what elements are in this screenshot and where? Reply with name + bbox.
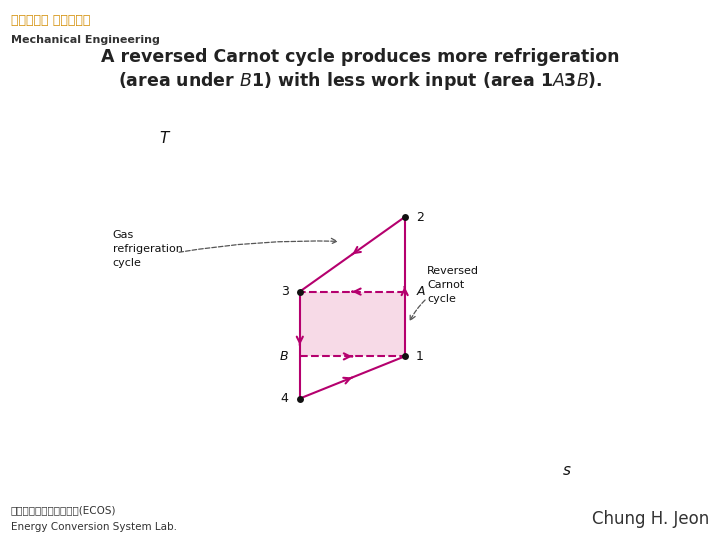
Text: 에너지변환시스템연구실(ECOS): 에너지변환시스템연구실(ECOS) bbox=[11, 505, 117, 515]
Text: 4: 4 bbox=[281, 392, 289, 405]
Text: 3: 3 bbox=[281, 285, 289, 298]
Text: $s$: $s$ bbox=[562, 463, 572, 478]
Text: Energy Conversion System Lab.: Energy Conversion System Lab. bbox=[11, 522, 177, 531]
Polygon shape bbox=[300, 292, 405, 356]
Text: 2: 2 bbox=[416, 211, 424, 224]
Text: Reversed
Carnot
cycle: Reversed Carnot cycle bbox=[427, 266, 479, 304]
Text: 부산대학교 기계공학부: 부산대학교 기계공학부 bbox=[11, 14, 90, 26]
Text: Chung H. Jeon: Chung H. Jeon bbox=[592, 510, 709, 529]
Text: A reversed Carnot cycle produces more refrigeration: A reversed Carnot cycle produces more re… bbox=[101, 48, 619, 66]
Text: Gas
refrigeration
cycle: Gas refrigeration cycle bbox=[112, 231, 182, 268]
Text: $T$: $T$ bbox=[159, 130, 171, 146]
Text: Mechanical Engineering: Mechanical Engineering bbox=[11, 35, 160, 45]
Text: $B$: $B$ bbox=[279, 350, 289, 363]
Text: $A$: $A$ bbox=[416, 285, 426, 298]
Text: 1: 1 bbox=[416, 350, 424, 363]
Text: (area under $\mathit{B}$1) with less work input (area 1$\mathit{A}$3$\mathit{B}$: (area under $\mathit{B}$1) with less wor… bbox=[117, 70, 603, 92]
